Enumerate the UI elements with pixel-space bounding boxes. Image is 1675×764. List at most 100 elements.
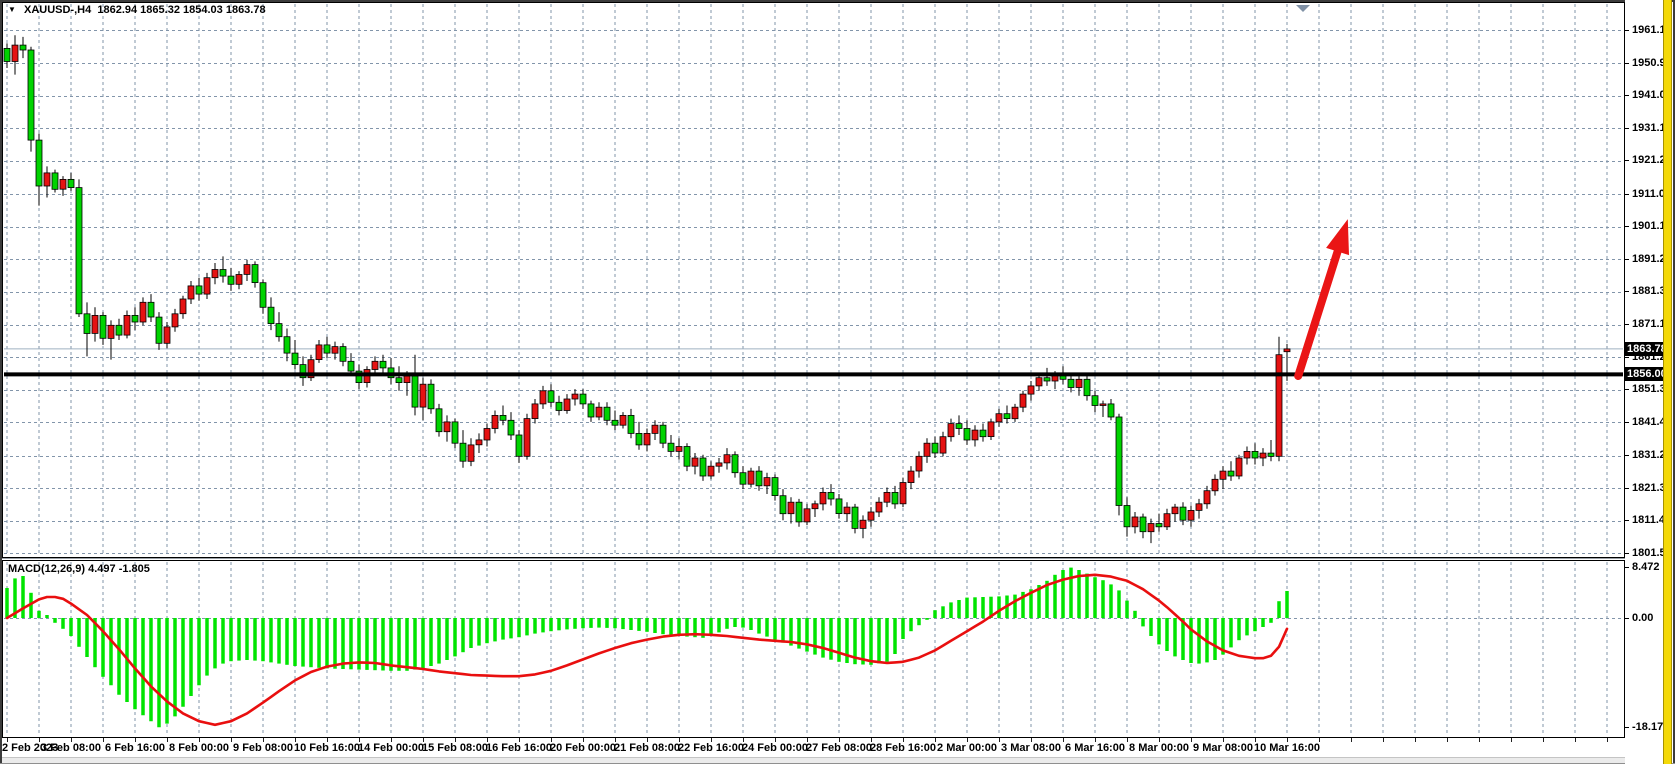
window-border-right	[1673, 0, 1675, 764]
candle-body	[483, 428, 491, 441]
candle-body	[1107, 403, 1115, 418]
candle-body	[307, 359, 315, 379]
candle-body	[931, 442, 939, 454]
time-axis-tick	[647, 738, 648, 742]
candle	[515, 430, 523, 463]
candle	[771, 474, 779, 501]
candle-body	[651, 424, 659, 434]
candle-body	[475, 439, 483, 446]
candle-body	[923, 442, 931, 457]
candle	[235, 271, 243, 290]
candle	[571, 389, 579, 406]
time-axis-tick	[839, 738, 840, 742]
candle-body	[907, 470, 915, 484]
candle	[883, 487, 891, 508]
candle-body	[83, 313, 91, 334]
time-axis-tick	[71, 738, 72, 742]
time-axis-tick	[1511, 738, 1512, 742]
candle	[259, 279, 267, 314]
candle	[451, 418, 459, 449]
candle-body	[11, 44, 19, 62]
candle-body	[763, 477, 771, 487]
window-border-top	[0, 0, 1675, 2]
candle-body	[667, 442, 675, 452]
candle	[1275, 336, 1283, 462]
candle-body	[523, 418, 531, 457]
time-axis-tick	[999, 738, 1000, 742]
pane-divider[interactable]	[2, 558, 1625, 559]
price-axis-label: 1801.50	[1625, 547, 1672, 560]
candle	[1147, 518, 1155, 544]
candle-body	[435, 408, 443, 433]
candle-body	[27, 49, 35, 141]
candle	[603, 402, 611, 426]
candle	[755, 466, 763, 491]
time-axis-tick	[1255, 738, 1256, 742]
candle-body	[1083, 378, 1091, 397]
candle	[659, 421, 667, 449]
candle-body	[219, 269, 227, 277]
candle	[83, 302, 91, 357]
candle	[683, 443, 691, 472]
time-axis-tick	[743, 738, 744, 742]
window-border-left	[0, 0, 2, 764]
candle-body	[547, 390, 555, 403]
candle-body	[379, 360, 387, 369]
candle-body	[179, 298, 187, 315]
time-axis-label: 27 Feb 08:00	[805, 742, 873, 754]
candle-body	[19, 44, 27, 51]
candle	[579, 389, 587, 409]
candle-body	[203, 277, 211, 295]
time-axis-label: 6 Mar 16:00	[1065, 742, 1125, 754]
candle	[91, 307, 99, 342]
candle	[427, 379, 435, 414]
candle-body	[563, 398, 571, 411]
time-axis-label: 2 Mar 00:00	[937, 742, 997, 754]
time-axis-tick	[1479, 738, 1480, 742]
candle	[131, 307, 139, 331]
macd-axis-label: -18.176	[1625, 721, 1669, 734]
candle-body	[539, 390, 547, 405]
candle-body	[699, 457, 707, 477]
candle-body	[283, 336, 291, 354]
candle-body	[499, 414, 507, 421]
price-scale[interactable]: 1961.10 1950.90 1941.00 1931.10 1921.20 1911.…	[1625, 0, 1672, 764]
candle-body	[731, 454, 739, 474]
candle	[395, 366, 403, 391]
time-axis-label: 6 Feb 16:00	[105, 742, 165, 754]
time-scale[interactable]: 2 Feb 2023 3 Feb 08:00 6 Feb 16:00 8 Feb 00…	[2, 738, 1625, 757]
macd-pane-frame	[2, 560, 1625, 738]
candle-body	[515, 434, 523, 457]
candle	[803, 503, 811, 526]
candle-body	[251, 264, 259, 284]
candle-body	[1243, 450, 1251, 459]
candle	[1251, 443, 1259, 465]
time-axis-label: 3 Mar 08:00	[1001, 742, 1061, 754]
arrow-annotation[interactable]	[1294, 219, 1349, 380]
candle	[67, 172, 75, 191]
candle	[1043, 367, 1051, 386]
time-axis-label: 10 Mar 16:00	[1253, 742, 1321, 754]
ohlc-high-value: 1865.32	[140, 4, 180, 16]
macd-indicator-pane[interactable]	[2, 560, 1625, 738]
candle	[1155, 513, 1163, 532]
candle	[827, 484, 835, 506]
candle	[691, 453, 699, 475]
candle-body	[267, 306, 275, 325]
main-price-pane[interactable]	[2, 2, 1625, 558]
time-axis-tick	[1063, 738, 1064, 742]
time-axis-label: 22 Feb 16:00	[677, 742, 745, 754]
candle-body	[899, 482, 907, 505]
candle	[867, 507, 875, 527]
time-axis-label: 9 Mar 08:00	[1193, 742, 1253, 754]
time-axis-label: 20 Feb 00:00	[549, 742, 617, 754]
candle-body	[1139, 516, 1147, 533]
time-axis-tick	[199, 738, 200, 742]
chevron-down-icon[interactable]: ▼	[8, 5, 16, 14]
candle	[651, 420, 659, 440]
candle	[123, 310, 131, 339]
candle	[1011, 403, 1019, 422]
candle	[995, 408, 1003, 427]
candle-body	[259, 282, 267, 308]
candle-body	[603, 406, 611, 421]
